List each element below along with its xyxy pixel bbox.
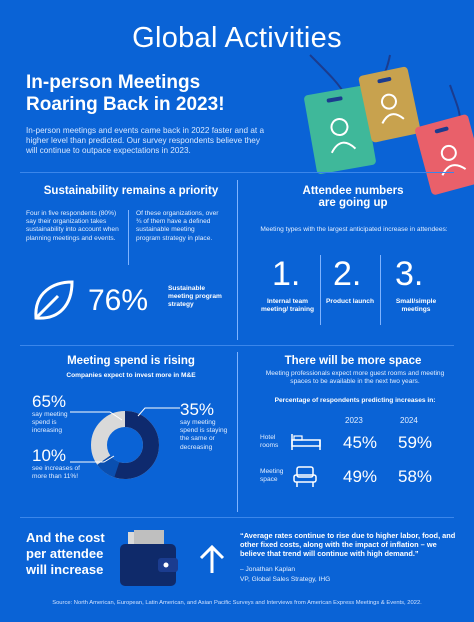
badge-tag-gold-icon — [358, 66, 421, 143]
hotel-2023: 45% — [343, 433, 378, 452]
spend-stat-same-label: say meeting spend is staying the same or… — [180, 419, 228, 451]
meeting-space-2023: 49% — [343, 467, 378, 486]
meeting-space-2024: 58% — [398, 467, 433, 486]
attendees-subtitle: Meeting types with the largest anticipat… — [260, 226, 448, 233]
sustainability-left-text: Four in five respondents (80%) say their… — [26, 210, 119, 242]
attendee-rank-3: 3. — [395, 255, 424, 293]
divider — [128, 210, 129, 265]
spend-donut-chart — [91, 411, 159, 479]
headline-line2: Roaring Back in 2023! — [26, 94, 225, 115]
year-2024: 2024 — [400, 416, 418, 425]
attendees-title: Attendee numbers are going up — [248, 185, 458, 209]
sustainability-stat-label: Sustainable meeting program strategy — [168, 285, 222, 309]
chair-icon — [293, 466, 317, 487]
divider — [237, 352, 238, 512]
headline-line1: In-person Meetings — [26, 72, 201, 93]
page-title: Global Activities — [132, 22, 342, 54]
spend-subtitle: Companies expect to invest more in M&E — [66, 372, 196, 379]
spend-stat-same: 35% — [180, 400, 215, 419]
donut-increasing — [91, 411, 159, 479]
sustainability-stat: 76% — [88, 284, 149, 317]
spend-stat-over11-label: see increases of more than 11%! — [32, 465, 81, 481]
source-note: Source: North American, European, Latin … — [52, 600, 422, 606]
intro-text: In-person meetings and events came back … — [26, 126, 265, 155]
divider — [20, 517, 454, 518]
space-subtitle: Meeting professionals expect more guest … — [265, 370, 445, 386]
sustainability-right-text: Of these organizations, over ¾ of them h… — [136, 210, 219, 242]
donut-connectors — [70, 407, 180, 463]
badge-tag-red-icon — [415, 114, 474, 195]
leaf-icon — [34, 280, 74, 320]
headline: In-person Meetings Roaring Back in 2023! — [26, 72, 225, 116]
attendees-title-line1: Attendee numbers — [302, 185, 404, 197]
cost-title: And the cost per attendee will increase — [26, 530, 136, 578]
spend-title: Meeting spend is rising — [67, 355, 195, 367]
bed-icon — [291, 434, 321, 450]
attendee-type-3: Small/simple meetings — [395, 298, 437, 314]
quote-author: – Jonathan Kaplan — [240, 566, 295, 573]
row-label-meeting-space: Meeting space — [260, 468, 284, 484]
cost-title-line3: will increase — [26, 562, 104, 577]
divider — [20, 345, 454, 346]
badge-tags-illustration — [304, 54, 474, 195]
space-title: There will be more space — [284, 355, 422, 367]
spend-stat-increasing-label: say meeting spend is increasing — [32, 411, 68, 435]
spend-stat-increasing: 65% — [32, 392, 67, 411]
attendee-type-1: Internal team meeting/ training — [260, 298, 315, 314]
hotel-2024: 59% — [398, 433, 433, 452]
divider — [20, 172, 454, 173]
cost-quote: “Average rates continue to rise due to h… — [240, 531, 456, 558]
cost-title-line1: And the cost — [26, 530, 105, 545]
year-2023: 2023 — [345, 416, 363, 425]
cost-title-line2: per attendee — [26, 546, 104, 561]
wallet-icon — [120, 530, 178, 586]
attendee-rank-1: 1. — [272, 255, 301, 293]
attendee-rank-2: 2. — [333, 255, 362, 293]
sustainability-title: Sustainability remains a priority — [43, 185, 219, 197]
spend-stat-over11: 10% — [32, 446, 67, 465]
attendee-type-2: Product launch — [326, 298, 374, 305]
attendees-title-line2: are going up — [318, 197, 388, 209]
divider — [380, 255, 381, 325]
quote-author-title: VP, Global Sales Strategy, IHG — [240, 576, 331, 583]
arrow-up-icon — [199, 544, 225, 573]
divider — [237, 180, 238, 340]
divider — [320, 255, 321, 325]
space-table-title: Percentage of respondents predicting inc… — [274, 397, 436, 404]
badge-tag-green-icon — [304, 86, 376, 174]
row-label-hotel: Hotel rooms — [260, 434, 279, 450]
